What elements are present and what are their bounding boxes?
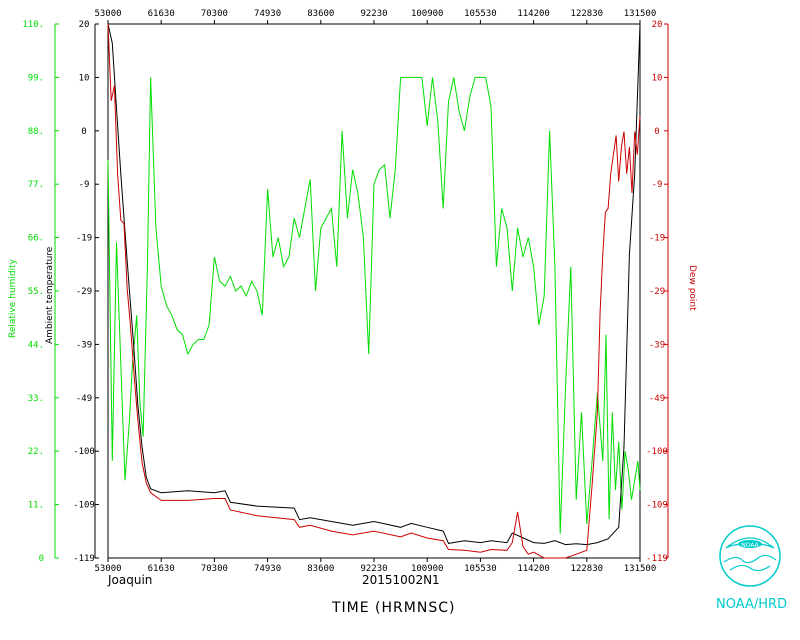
dewpoint-tick-label: -100 [646, 447, 668, 457]
x-tick-label-bottom: 53000 [94, 564, 121, 574]
dewpoint-tick-label: -49 [649, 394, 665, 404]
humidity-tick-label: 11. [28, 501, 44, 511]
series-layer [107, 23, 641, 559]
temperature-tick-label: -119 [73, 554, 95, 564]
humidity-tick-label: 88. [28, 127, 44, 137]
temperature-tick-label: -29 [76, 287, 92, 297]
agency-label: NOAA/HRD [716, 597, 788, 612]
plot-frame [107, 23, 641, 559]
x-tick-label-bottom: 131500 [624, 564, 657, 574]
x-tick-label-bottom: 100900 [411, 564, 444, 574]
humidity-tick-label: 33. [28, 394, 44, 404]
dewpoint-tick-label: 0 [654, 127, 659, 137]
temperature-tick-label: 20 [79, 20, 90, 30]
dewpoint-tick-label: -39 [649, 340, 665, 350]
x-tick-label-top: 100900 [411, 9, 444, 19]
dewpoint-tick-label: -109 [646, 501, 668, 511]
x-tick-label-top: 74930 [254, 9, 281, 19]
x-tick-label-bottom: 105530 [464, 564, 497, 574]
dewpoint-tick-label: -119 [646, 554, 668, 564]
temperature-tick-label: -49 [76, 394, 92, 404]
ambient-temperature-line [107, 23, 641, 546]
temperature-tick-label: -19 [76, 234, 92, 244]
x-tick-label-bottom: 70300 [201, 564, 228, 574]
x-tick-label-top: 105530 [464, 9, 497, 19]
temperature-tick-label: -100 [73, 447, 95, 457]
temperature-tick-label: 0 [81, 127, 86, 137]
dewpoint-tick-label: -19 [649, 234, 665, 244]
plot-axes-layer [54, 20, 669, 562]
x-tick-label-top: 122830 [571, 9, 604, 19]
noaa-logo: NOAA [719, 525, 781, 587]
humidity-axis-title: Relative humidity [8, 258, 18, 338]
humidity-tick-label: 66. [28, 234, 44, 244]
humidity-tick-label: 99. [28, 73, 44, 83]
humidity-tick-label: 44. [28, 340, 44, 350]
dewpoint-tick-label: -9 [652, 180, 663, 190]
temperature-tick-label: -109 [73, 501, 95, 511]
humidity-tick-label: 110. [22, 20, 44, 30]
x-tick-label-bottom: 122830 [571, 564, 604, 574]
temperature-tick-label: -39 [76, 340, 92, 350]
dewpoint-tick-label: -29 [649, 287, 665, 297]
humidity-tick-label: 55. [28, 287, 44, 297]
x-tick-label-top: 61630 [148, 9, 175, 19]
noaa-logo-text: NOAA [741, 542, 759, 549]
x-tick-label-top: 83600 [307, 9, 334, 19]
temperature-tick-label: -9 [79, 180, 90, 190]
x-tick-label-top: 70300 [201, 9, 228, 19]
flight-id-label: 20151002N1 [362, 573, 440, 587]
tick-labels-layer: 53000 53000 61630 61630 70300 70300 74930 74930… [22, 9, 668, 574]
dewpoint-axis-title: Dew point [687, 265, 697, 311]
x-tick-label-bottom: 74930 [254, 564, 281, 574]
humidity-tick-label: 22. [28, 447, 44, 457]
dewpoint-tick-label: 10 [652, 73, 663, 83]
relative-humidity-line [107, 76, 641, 534]
humidity-tick-label: 77. [28, 180, 44, 190]
temperature-tick-label: 10 [79, 73, 90, 83]
temperature-axis-title: Ambient temperature [45, 246, 55, 344]
x-tick-label-bottom: 92230 [360, 564, 387, 574]
x-tick-label-top: 114200 [517, 9, 550, 19]
x-tick-label-top: 131500 [624, 9, 657, 19]
x-tick-label-top: 53000 [94, 9, 121, 19]
x-tick-label-bottom: 83600 [307, 564, 334, 574]
x-tick-label-top: 92230 [360, 9, 387, 19]
x-axis-title: TIME (HRMNSC) [331, 600, 455, 616]
humidity-tick-label: 0 [39, 554, 44, 564]
dewpoint-tick-label: 20 [652, 20, 663, 30]
storm-name-label: Joaquin [107, 573, 152, 587]
x-tick-label-bottom: 61630 [148, 564, 175, 574]
dew-point-line [107, 23, 641, 559]
x-tick-label-bottom: 114200 [517, 564, 550, 574]
